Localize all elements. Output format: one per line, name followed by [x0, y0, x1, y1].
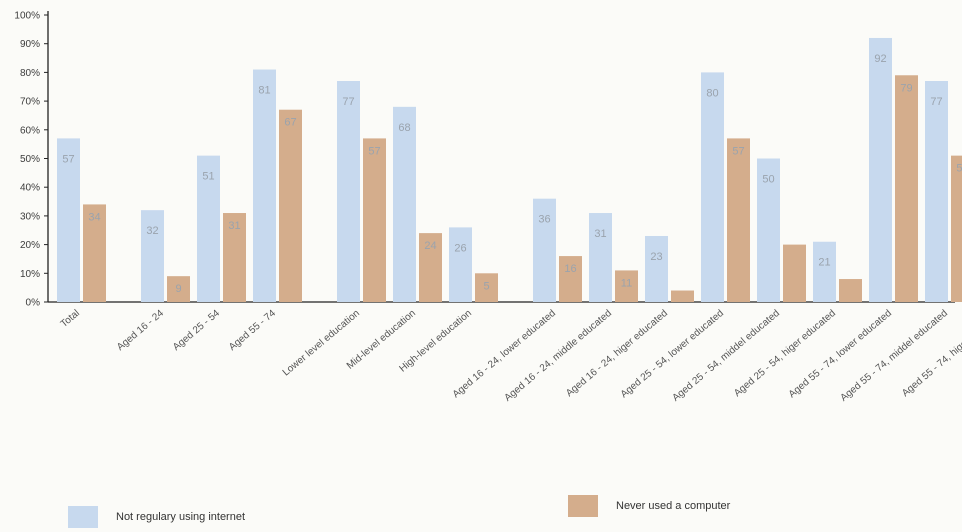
bar-internet — [869, 37, 892, 303]
bar-internet — [925, 81, 948, 302]
bar-computer — [671, 290, 694, 302]
bar-label-computer: 57 — [732, 145, 744, 157]
bar-label-internet: 81 — [258, 85, 270, 97]
bar-computer — [727, 138, 750, 302]
legend-label-computer: Never used a computer — [616, 500, 731, 512]
y-tick-label: 70% — [20, 97, 40, 108]
y-tick-label: 80% — [20, 68, 40, 79]
y-tick-label: 90% — [20, 39, 40, 50]
bar-internet — [589, 213, 612, 302]
bar-label-internet: 21 — [818, 257, 830, 269]
bar-label-internet: 26 — [454, 242, 466, 254]
bar-label-computer: 67 — [284, 117, 296, 129]
bar-label-internet: 50 — [762, 174, 774, 186]
bar-label-computer: 57 — [368, 145, 380, 157]
x-category-label: Aged 55 - 74, lower educated — [787, 308, 894, 400]
x-category-label: Total — [59, 308, 82, 330]
legend-swatch-internet — [68, 506, 98, 528]
bar-computer — [279, 109, 302, 303]
bar-label-computer: 5 — [483, 280, 489, 292]
bar-computer — [363, 138, 386, 302]
bar-label-internet: 92 — [874, 53, 886, 65]
bar-label-computer: 31 — [228, 220, 240, 232]
bar-label-internet: 51 — [202, 171, 214, 183]
bar-computer — [839, 279, 862, 302]
y-tick-label: 40% — [20, 183, 40, 194]
bar-internet — [253, 69, 276, 302]
bar-internet — [393, 106, 416, 302]
bar-label-internet: 77 — [930, 96, 942, 108]
bar-label-internet: 32 — [146, 225, 158, 237]
legend-computer: Never used a computer — [568, 495, 730, 517]
bar-label-internet: 77 — [342, 96, 354, 108]
bar-label-computer: 79 — [900, 82, 912, 94]
y-tick-label: 30% — [20, 211, 40, 222]
bar-internet — [57, 138, 80, 302]
bar-label-computer: 24 — [424, 240, 436, 252]
x-category-label: Aged 25 - 54, lower educated — [619, 308, 726, 400]
x-category-label: Aged 55 - 74, middel educated — [839, 308, 950, 404]
x-category-label: Aged 16 - 24 — [115, 308, 166, 354]
bar-label-internet: 80 — [706, 87, 718, 99]
x-category-label: Aged 55 - 74 — [227, 308, 278, 354]
bar-computer — [83, 204, 106, 302]
bar-computer — [615, 270, 638, 302]
bar-computer — [167, 276, 190, 302]
legend-swatch-computer — [568, 495, 598, 517]
bar-computer — [475, 273, 498, 302]
y-tick-label: 20% — [20, 240, 40, 251]
bar-chart: 0% 10% 20% 30% 40% 50% 60% 70% 80% 90% 100% 57 34 Tot… — [14, 11, 962, 404]
bar-internet — [757, 158, 780, 302]
bar-internet — [533, 198, 556, 302]
bar-label-computer: 16 — [564, 263, 576, 275]
bar-internet — [449, 227, 472, 302]
bar-internet — [337, 81, 360, 302]
bar-computer — [951, 155, 962, 302]
bar-label-computer: 11 — [621, 277, 632, 289]
x-category-label: Aged 25 - 54, middel educated — [671, 308, 782, 404]
bar-computer — [419, 233, 442, 302]
bar-label-internet: 31 — [594, 228, 606, 240]
bar-label-internet: 36 — [538, 214, 550, 226]
bar-label-internet: 57 — [62, 153, 74, 165]
bar-internet — [645, 235, 668, 302]
legend-internet: Not regulary using internet — [68, 506, 245, 528]
y-tick-label: 100% — [14, 11, 40, 22]
x-category-label: Aged 16 - 24, higer educated — [564, 308, 670, 399]
bar-label-computer: 51 — [956, 163, 962, 175]
x-category-label: Aged 25 - 54 — [171, 308, 222, 354]
y-tick-label: 0% — [26, 298, 41, 309]
bar-internet — [813, 241, 836, 302]
bar-label-internet: 23 — [650, 251, 662, 263]
bar-label-internet: 68 — [398, 122, 410, 134]
bar-computer — [559, 256, 582, 302]
bar-label-computer: 9 — [175, 283, 181, 295]
y-tick-label: 50% — [20, 154, 40, 165]
bar-internet — [197, 155, 220, 302]
y-tick-label: 60% — [20, 125, 40, 136]
bar-label-computer: 34 — [88, 211, 100, 223]
y-tick-label: 10% — [20, 269, 40, 280]
bar-computer — [223, 213, 246, 302]
bar-internet — [701, 72, 724, 303]
legend-label-internet: Not regulary using internet — [116, 511, 246, 523]
bar-internet — [141, 210, 164, 302]
x-category-label: Aged 25 - 54, higer educated — [732, 308, 838, 399]
x-category-label: Aged 16 - 24, middle educated — [503, 308, 614, 404]
bar-computer — [783, 244, 806, 302]
bar-computer — [895, 75, 918, 303]
